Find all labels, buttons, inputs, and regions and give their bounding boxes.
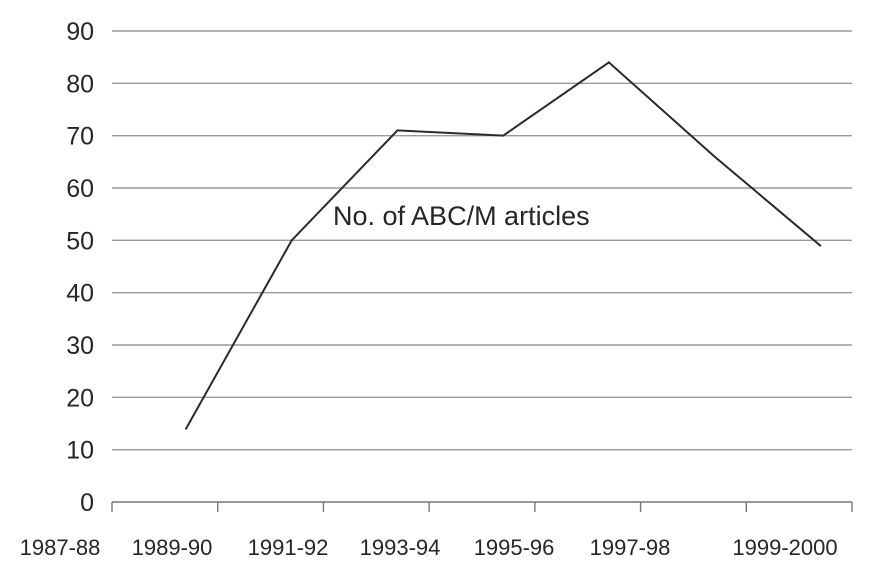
series-layer [185,61,822,430]
y-tick-label: 70 [66,123,94,151]
data-point [502,134,505,137]
data-point [290,239,293,242]
data-point [185,427,187,430]
x-tick-label: 1987-88 [20,535,101,560]
x-tick-label: 1995-96 [474,535,555,560]
series-line-0 [185,61,821,430]
y-tick-label: 90 [66,18,94,46]
y-tick-label: 0 [80,489,94,517]
x-tick-label: 1989-90 [132,535,213,560]
data-point [713,155,716,158]
data-point [607,61,610,64]
x-tick-label: 1999-2000 [732,535,837,560]
axes: 0 10 20 30 40 50 60 70 80 90 1987-88 1989-90 1991-92… [20,18,853,560]
y-tick-label: 50 [66,227,94,255]
y-tick-label: 20 [66,384,94,412]
y-tick-label: 10 [66,437,94,465]
y-tick-label: 40 [66,280,94,308]
y-tick-label: 60 [66,175,94,203]
data-point [819,244,822,247]
y-tick-label: 80 [66,70,94,98]
x-tick-label: 1991-92 [248,535,329,560]
x-tick-label: 1997-98 [590,535,671,560]
gridlines [112,30,852,451]
data-point [396,129,399,132]
series-annotation: No. of ABC/M articles [333,201,590,231]
y-tick-label: 30 [66,332,94,360]
x-tick-label: 1993-94 [360,535,441,560]
